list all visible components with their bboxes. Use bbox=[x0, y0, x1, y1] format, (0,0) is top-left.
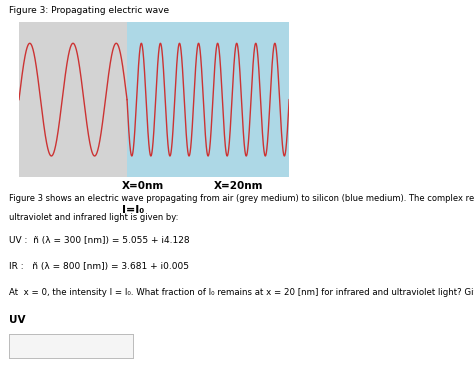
Bar bbox=[19, 22, 127, 177]
Text: IR :   ñ (λ = 800 [nm]) = 3.681 + i0.005: IR : ñ (λ = 800 [nm]) = 3.681 + i0.005 bbox=[9, 262, 190, 271]
Text: I=I₀: I=I₀ bbox=[122, 205, 145, 215]
Text: Figure 3 shows an electric wave propagating from air (grey medium) to silicon (b: Figure 3 shows an electric wave propagat… bbox=[9, 194, 474, 203]
Text: X=0nm: X=0nm bbox=[122, 181, 164, 191]
Text: X=20nm: X=20nm bbox=[213, 181, 263, 191]
Text: UV: UV bbox=[9, 315, 26, 325]
Bar bbox=[127, 22, 289, 177]
Text: UV :  ñ (λ = 300 [nm]) = 5.055 + i4.128: UV : ñ (λ = 300 [nm]) = 5.055 + i4.128 bbox=[9, 236, 190, 245]
Text: At  x = 0, the intensity I = I₀. What fraction of I₀ remains at x = 20 [nm] for : At x = 0, the intensity I = I₀. What fra… bbox=[9, 288, 474, 297]
Text: ultraviolet and infrared light is given by:: ultraviolet and infrared light is given … bbox=[9, 213, 179, 222]
Text: Figure 3: Propagating electric wave: Figure 3: Propagating electric wave bbox=[9, 6, 170, 14]
